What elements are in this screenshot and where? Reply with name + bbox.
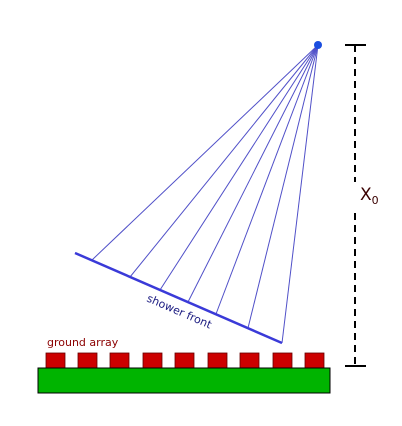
detector [239,352,260,369]
detector [77,352,98,369]
ray [215,44,319,315]
detector [304,352,325,369]
ray [91,44,319,261]
ground-array-label: ground array [47,336,119,349]
detector [45,352,66,369]
origin-point [314,41,322,49]
depth-label: X0 [360,185,379,207]
ray [281,44,319,344]
ray [159,44,319,291]
detector [272,352,293,369]
rays [91,44,319,344]
detector [174,352,195,369]
ray [129,44,319,278]
detector [207,352,228,369]
ray [187,44,319,303]
shower-front-line [74,251,283,345]
detectors [45,352,325,369]
depth-subscript: 0 [372,194,379,207]
ray [247,44,319,329]
depth-symbol: X [360,185,372,205]
detector [142,352,163,369]
label-background [350,182,380,208]
detector [109,352,130,369]
ground [37,367,331,394]
